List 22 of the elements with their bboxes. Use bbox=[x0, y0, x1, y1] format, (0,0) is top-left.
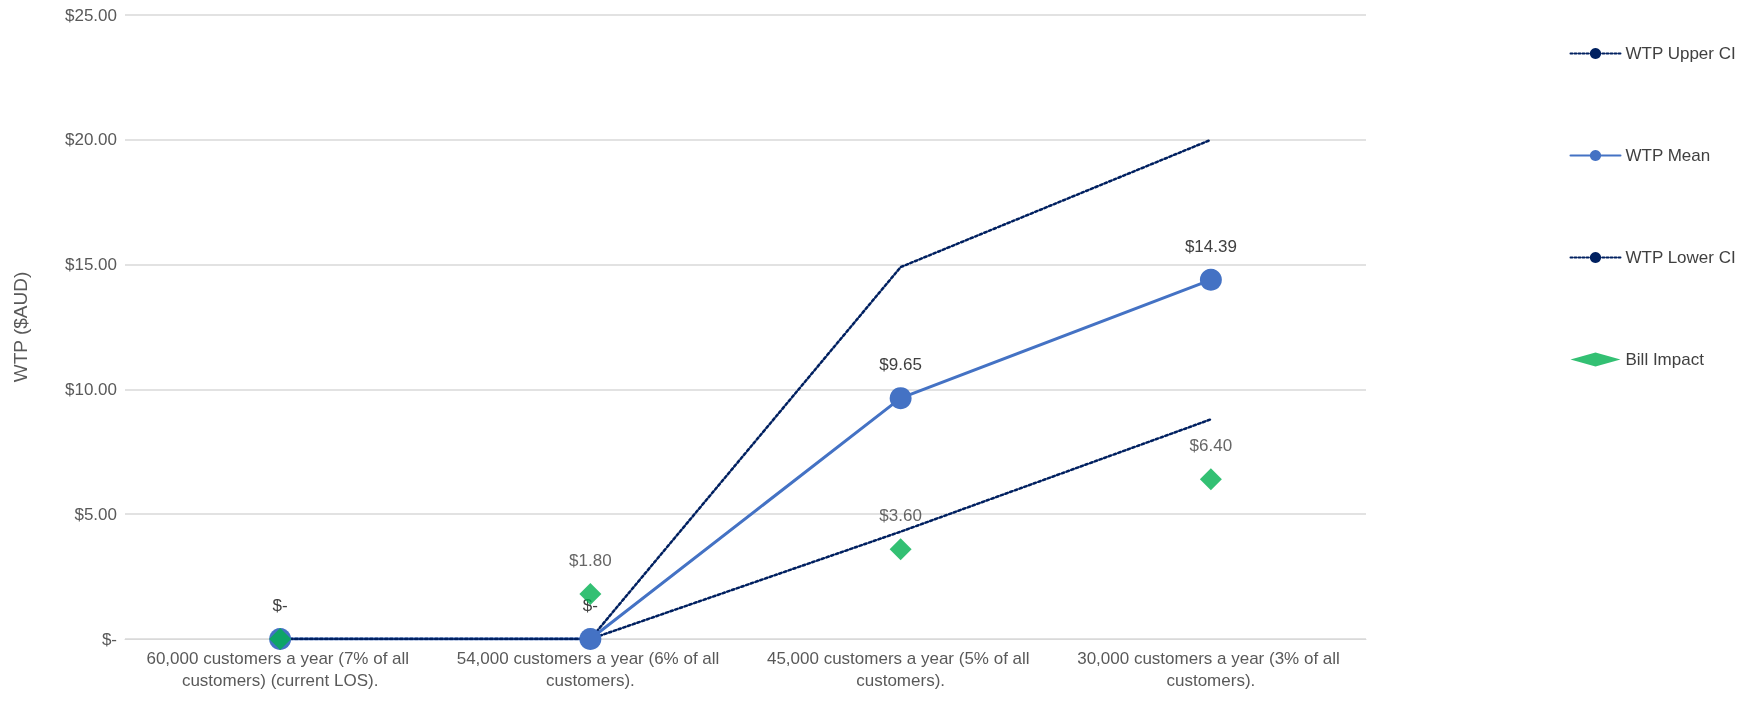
data-label: $- bbox=[582, 596, 598, 615]
data-label: $9.65 bbox=[879, 355, 922, 375]
x-tick-label: 60,000 customers a year (7% of all customers) (current LOS). bbox=[146, 648, 414, 690]
x-tick-label: 54,000 customers a year (6% of all customers). bbox=[456, 648, 725, 690]
legend-label: WTP Upper CI bbox=[1625, 44, 1736, 63]
y-tick-label: $15.00 bbox=[65, 255, 117, 275]
legend-label: Bill Impact bbox=[1625, 350, 1705, 369]
y-tick-label: $10.00 bbox=[65, 379, 117, 399]
data-label: $1.80 bbox=[569, 551, 612, 571]
data-label: $6.40 bbox=[1189, 436, 1233, 456]
x-tick-label: 45,000 customers a year (5% of all customers). bbox=[766, 648, 1035, 690]
data-label: $- bbox=[272, 596, 288, 615]
x-tick-label: 30,000 customers a year (3% of all customers). bbox=[1077, 648, 1345, 690]
y-tick-label: $20.00 bbox=[65, 130, 117, 150]
data-label: $3.60 bbox=[879, 506, 922, 526]
y-tick-label: $25.00 bbox=[65, 5, 117, 25]
y-tick-label: $5.00 bbox=[74, 504, 117, 524]
y-axis-title: WTP ($AUD) bbox=[10, 271, 31, 383]
legend-label: WTP Mean bbox=[1625, 146, 1711, 165]
data-label: $14.39 bbox=[1184, 236, 1237, 256]
legend-label: WTP Lower CI bbox=[1625, 248, 1736, 267]
y-tick-label: $- bbox=[101, 629, 117, 649]
